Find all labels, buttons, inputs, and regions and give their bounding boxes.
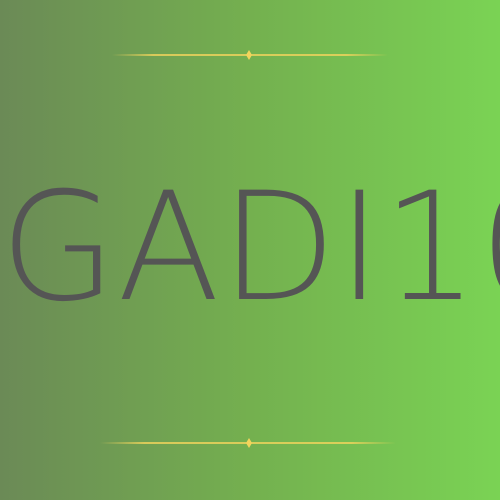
- divider-diamond-icon: [112, 50, 388, 60]
- logo-wordmark: GADI10: [0, 161, 500, 335]
- top-divider-ornament: [0, 48, 500, 62]
- divider-diamond-icon: [100, 438, 396, 448]
- bottom-divider-ornament: [0, 436, 500, 450]
